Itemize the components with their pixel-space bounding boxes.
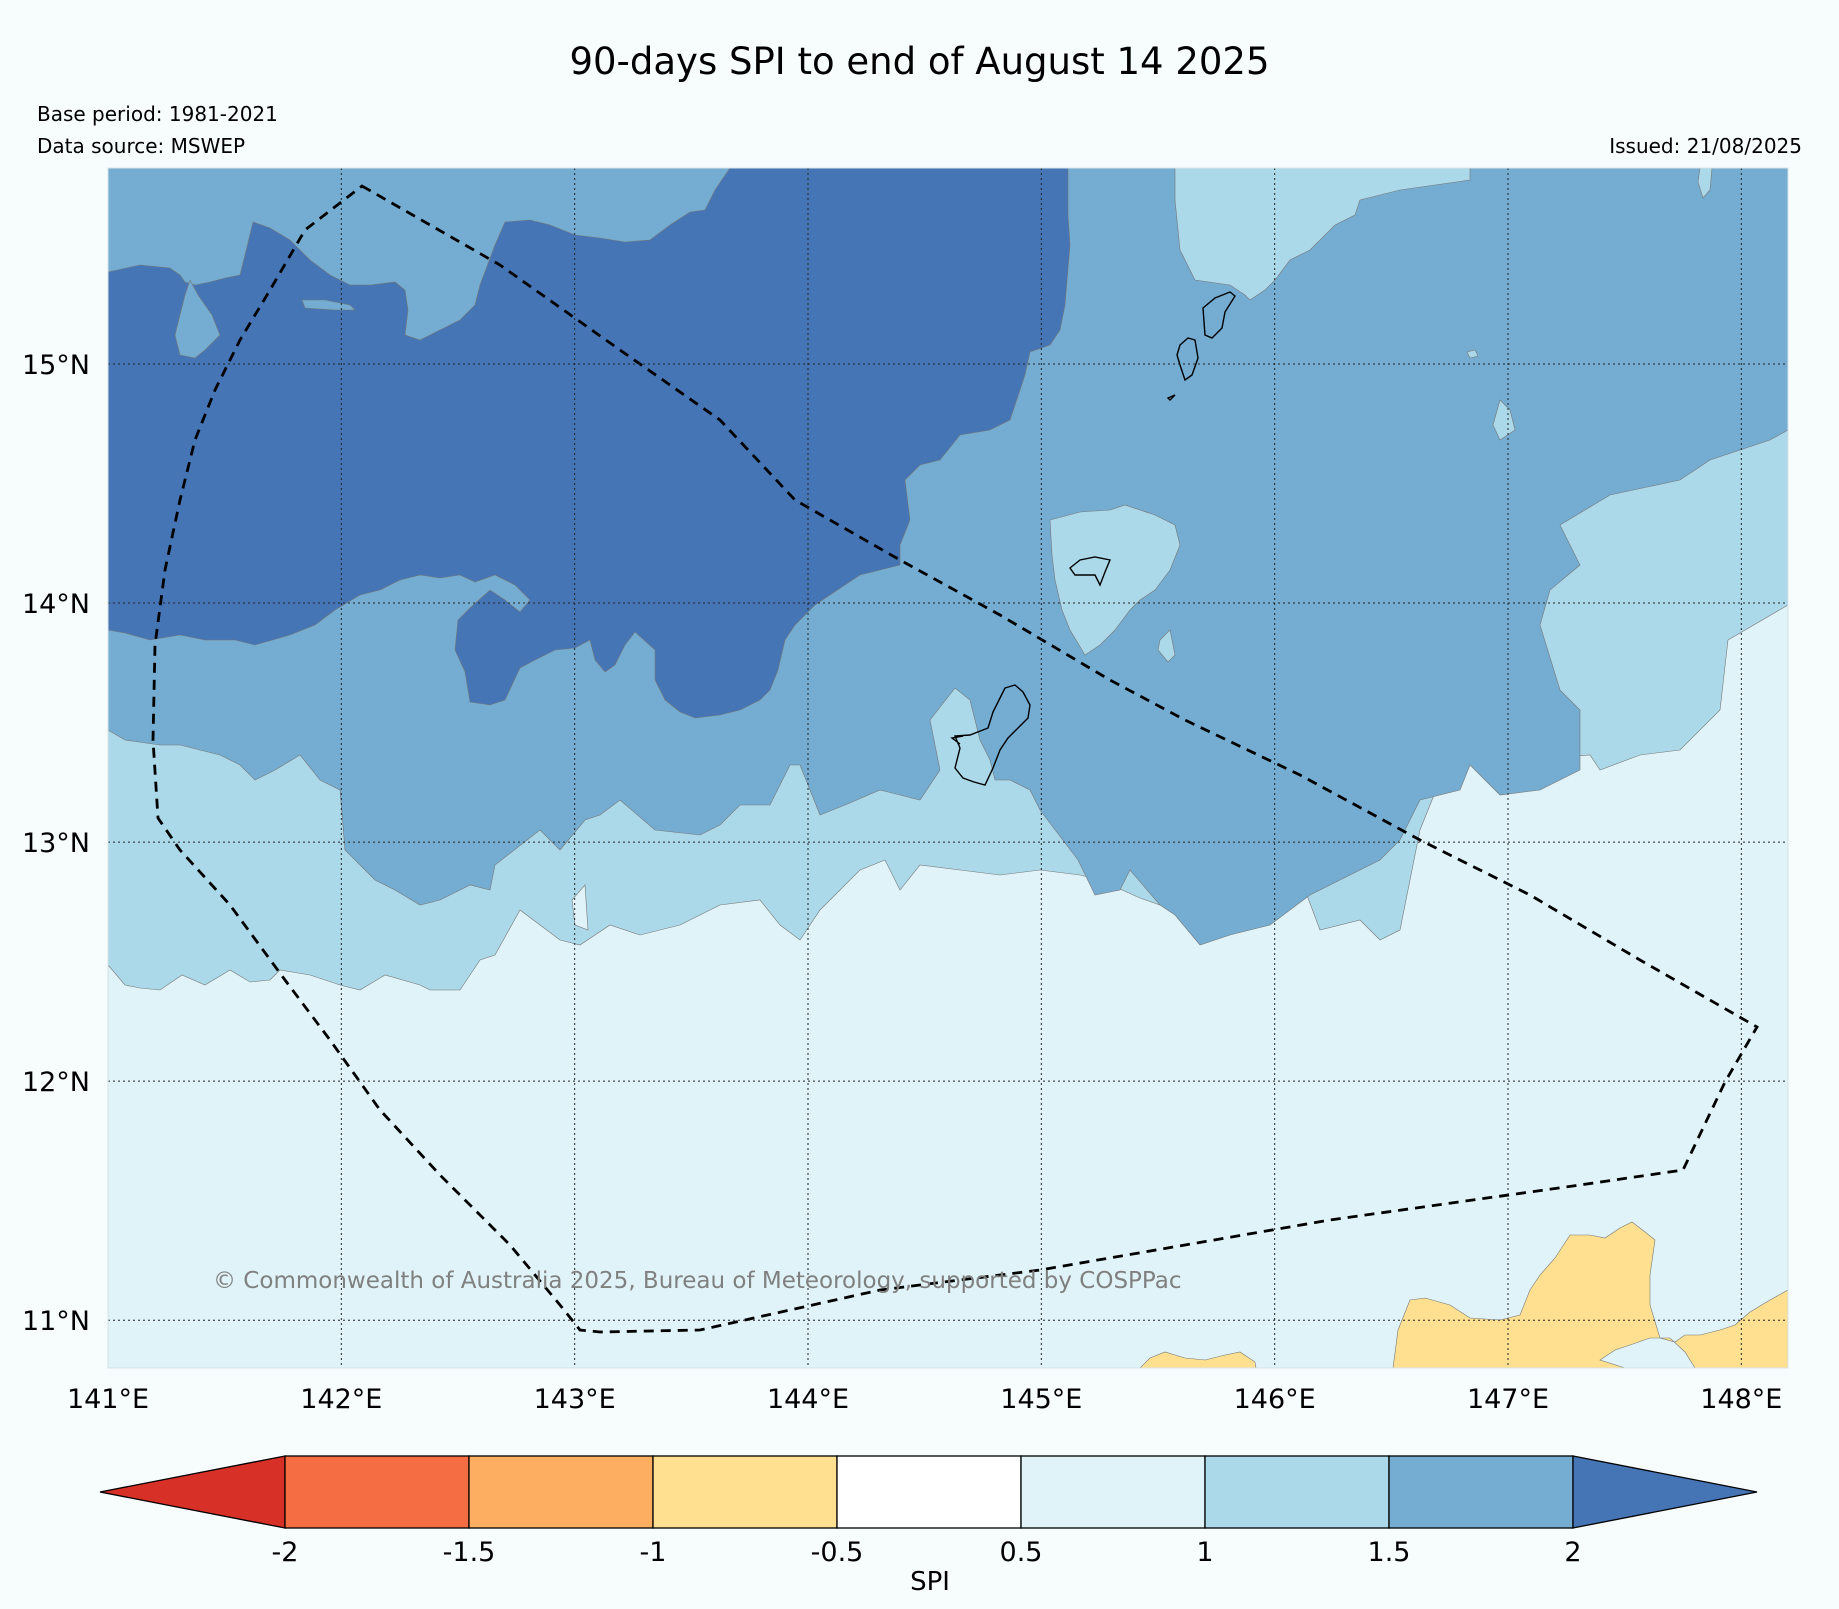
island-outline: [1176, 337, 1199, 382]
longitude-tick-label: 141°E: [67, 1384, 149, 1415]
colorbar-tick-label: -0.5: [811, 1537, 864, 1568]
colorbar-segment: [652, 1455, 838, 1529]
issued-date-text: Issued: 21/08/2025: [1609, 134, 1802, 158]
longitude-tick-label: 142°E: [300, 1384, 382, 1415]
colorbar-segment: [1204, 1455, 1390, 1529]
latitude-tick-label: 14°N: [22, 589, 90, 620]
colorbar-tick-label: 1: [1196, 1537, 1213, 1568]
colorbar-label: SPI: [910, 1567, 950, 1597]
colorbar-segment: [836, 1455, 1022, 1529]
latitude-tick-label: 12°N: [22, 1067, 90, 1098]
colorbar-segment: [1388, 1455, 1574, 1529]
latitude-tick-label: 13°N: [22, 828, 90, 859]
colorbar-tick-label: -1: [640, 1537, 667, 1568]
spi-fill-0.5-1: [571, 884, 589, 931]
longitude-tick-label: 143°E: [534, 1384, 616, 1415]
spi-fill-1-1.5: [1466, 349, 1479, 359]
island-outline: [1166, 394, 1176, 401]
island-outline: [950, 684, 1031, 786]
colorbar-segment: [468, 1455, 654, 1529]
colorbar-extend-low: [99, 1455, 286, 1529]
base-period-text: Base period: 1981-2021: [37, 102, 278, 126]
spi-fill-1.5-2: [174, 279, 221, 359]
colorbar-extend-high: [1572, 1455, 1758, 1529]
latitude-tick-label: 11°N: [22, 1306, 90, 1337]
spi-fill-1-1.5: [1157, 629, 1176, 663]
island-outline: [1069, 556, 1111, 587]
map-frame: [107, 167, 1789, 1369]
island-outline: [1202, 291, 1236, 339]
coastlines: [950, 291, 1236, 786]
colorbar-tick-label: -2: [272, 1537, 299, 1568]
longitude-tick-label: 148°E: [1700, 1384, 1782, 1415]
latitude-ticks: 11°N 12°N 13°N 14°N 15°N: [22, 350, 90, 1337]
spi-colorbar: -2 -1.5 -1 -0.5 0.5 1 1.5 2: [99, 1455, 1758, 1568]
spi-fill-1-1.5: [1174, 168, 1471, 301]
eez-boundary-line: [151, 184, 1759, 1334]
colorbar-segment: [284, 1455, 470, 1529]
colorbar-tick-label: 2: [1564, 1537, 1581, 1568]
colorbar-tick-label: 0.5: [1000, 1537, 1043, 1568]
spi-fill-minus-1-to-minus-0.5: [1392, 1221, 1788, 1368]
longitude-ticks: 141°E 142°E 143°E 144°E 145°E 146°E 147°E 148°E: [67, 1384, 1782, 1415]
spi-fill-minus-1-to-minus-0.5: [1139, 1351, 1257, 1368]
spi-fill-1-1.5: [1697, 168, 1713, 199]
spi-contours: [108, 168, 1788, 1368]
colorbar-segment: [1020, 1455, 1206, 1529]
longitude-tick-label: 147°E: [1467, 1384, 1549, 1415]
latitude-tick-label: 15°N: [22, 350, 90, 381]
data-source-text: Data source: MSWEP: [37, 134, 246, 158]
colorbar-tick-label: -1.5: [443, 1537, 496, 1568]
copyright-text: © Commonwealth of Australia 2025, Bureau…: [213, 1268, 1182, 1294]
map-title: 90-days SPI to end of August 14 2025: [569, 40, 1270, 83]
spi-fill-1.5-2: [301, 299, 356, 311]
spi-fill-1-1.5: [1049, 504, 1181, 656]
colorbar-tick-label: 1.5: [1368, 1537, 1411, 1568]
longitude-tick-label: 144°E: [767, 1384, 849, 1415]
longitude-tick-label: 145°E: [1000, 1384, 1082, 1415]
longitude-tick-label: 146°E: [1234, 1384, 1316, 1415]
